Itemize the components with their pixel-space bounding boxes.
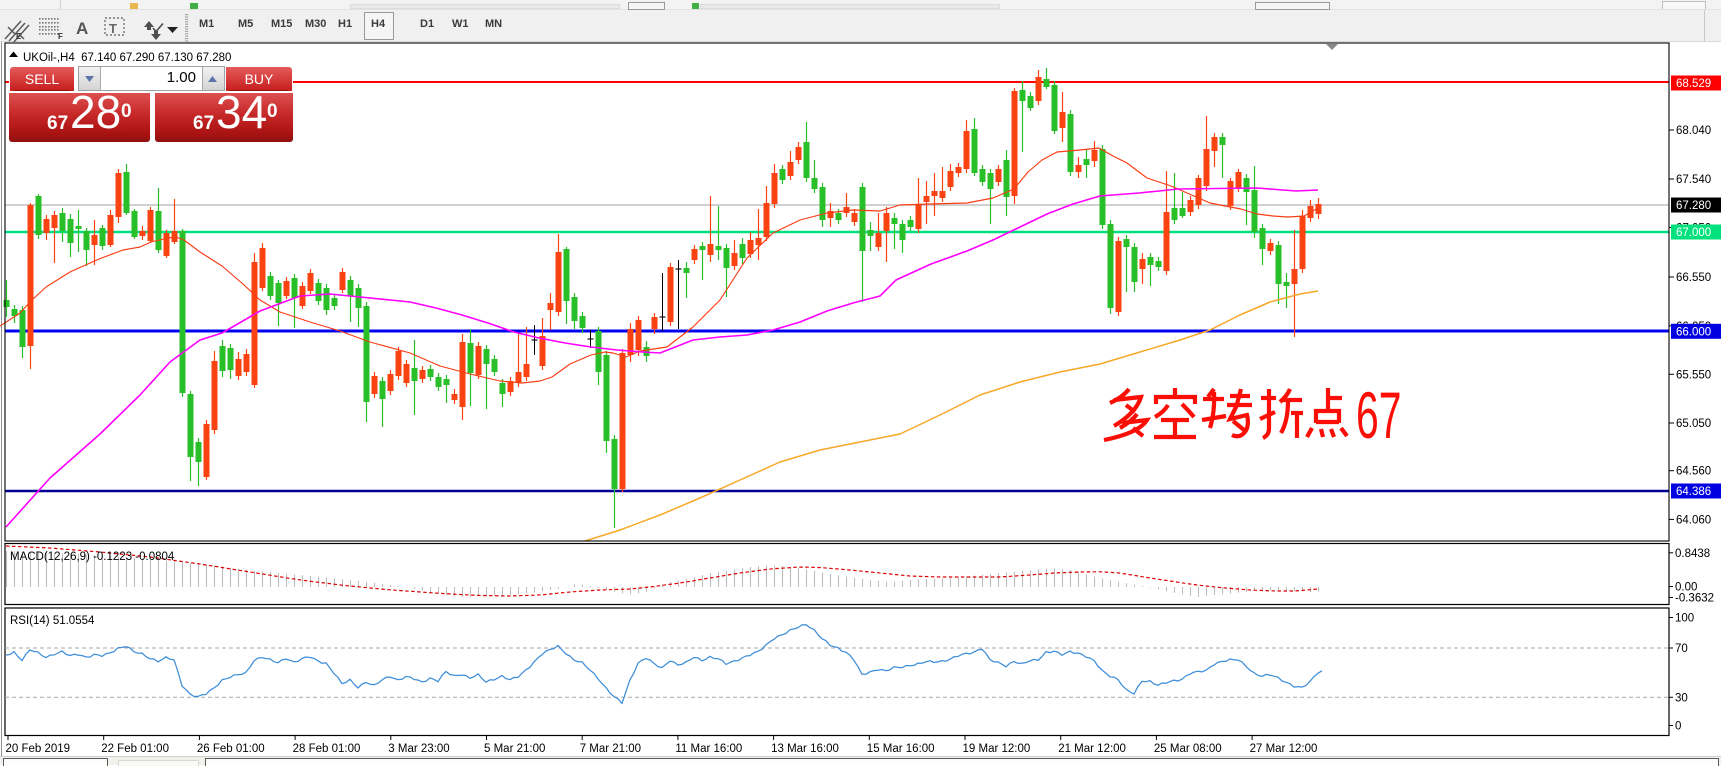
svg-text:66.000: 66.000: [1676, 326, 1711, 338]
svg-text:UKOil-,H4 67.140 67.290 67.13: UKOil-,H4 67.140 67.290 67.130 67.280: [23, 52, 231, 64]
svg-text:26 Feb 01:00: 26 Feb 01:00: [197, 743, 265, 755]
svg-text:68.529: 68.529: [1676, 78, 1711, 90]
svg-text:65.550: 65.550: [1676, 369, 1711, 381]
svg-text:70: 70: [1675, 643, 1688, 655]
svg-text:67.540: 67.540: [1676, 174, 1711, 186]
svg-text:F: F: [58, 32, 63, 41]
svg-text:21 Mar 12:00: 21 Mar 12:00: [1058, 743, 1126, 755]
svg-text:22 Feb 01:00: 22 Feb 01:00: [101, 743, 169, 755]
svg-text:19 Mar 12:00: 19 Mar 12:00: [963, 743, 1031, 755]
svg-text:0: 0: [1675, 721, 1681, 733]
svg-text:67: 67: [1356, 378, 1402, 453]
svg-text:RSI(14) 51.0554: RSI(14) 51.0554: [10, 615, 95, 627]
svg-text:64.386: 64.386: [1676, 486, 1711, 498]
svg-text:-0.3632: -0.3632: [1675, 593, 1714, 605]
svg-text:A: A: [76, 19, 88, 38]
svg-text:28 Feb 01:00: 28 Feb 01:00: [293, 743, 361, 755]
svg-text:0.00: 0.00: [1675, 582, 1697, 594]
svg-text:11 Mar 16:00: 11 Mar 16:00: [675, 743, 742, 755]
svg-text:13 Mar 16:00: 13 Mar 16:00: [771, 743, 839, 755]
svg-text:64.060: 64.060: [1676, 514, 1711, 526]
svg-text:68.040: 68.040: [1676, 125, 1711, 137]
svg-text:67.000: 67.000: [1676, 227, 1711, 239]
svg-text:3 Mar 23:00: 3 Mar 23:00: [388, 743, 449, 755]
svg-text:27 Mar 12:00: 27 Mar 12:00: [1250, 743, 1318, 755]
svg-text:5 Mar 21:00: 5 Mar 21:00: [484, 743, 545, 755]
svg-text:20 Feb 2019: 20 Feb 2019: [6, 743, 71, 755]
svg-text:T: T: [109, 21, 117, 36]
svg-text:66.550: 66.550: [1676, 272, 1711, 284]
svg-text:7 Mar 21:00: 7 Mar 21:00: [580, 743, 641, 755]
svg-text:30: 30: [1675, 692, 1688, 704]
svg-text:E: E: [16, 32, 22, 41]
svg-text:25 Mar 08:00: 25 Mar 08:00: [1154, 743, 1222, 755]
svg-text:100: 100: [1675, 613, 1694, 625]
svg-text:0.8438: 0.8438: [1675, 548, 1710, 560]
svg-text:65.050: 65.050: [1676, 418, 1711, 430]
svg-text:67.280: 67.280: [1676, 200, 1711, 212]
svg-text:15 Mar 16:00: 15 Mar 16:00: [867, 743, 935, 755]
svg-text:64.560: 64.560: [1676, 466, 1711, 478]
svg-text:MACD(12,26,9) -0.1223 -0.0804: MACD(12,26,9) -0.1223 -0.0804: [10, 551, 175, 563]
